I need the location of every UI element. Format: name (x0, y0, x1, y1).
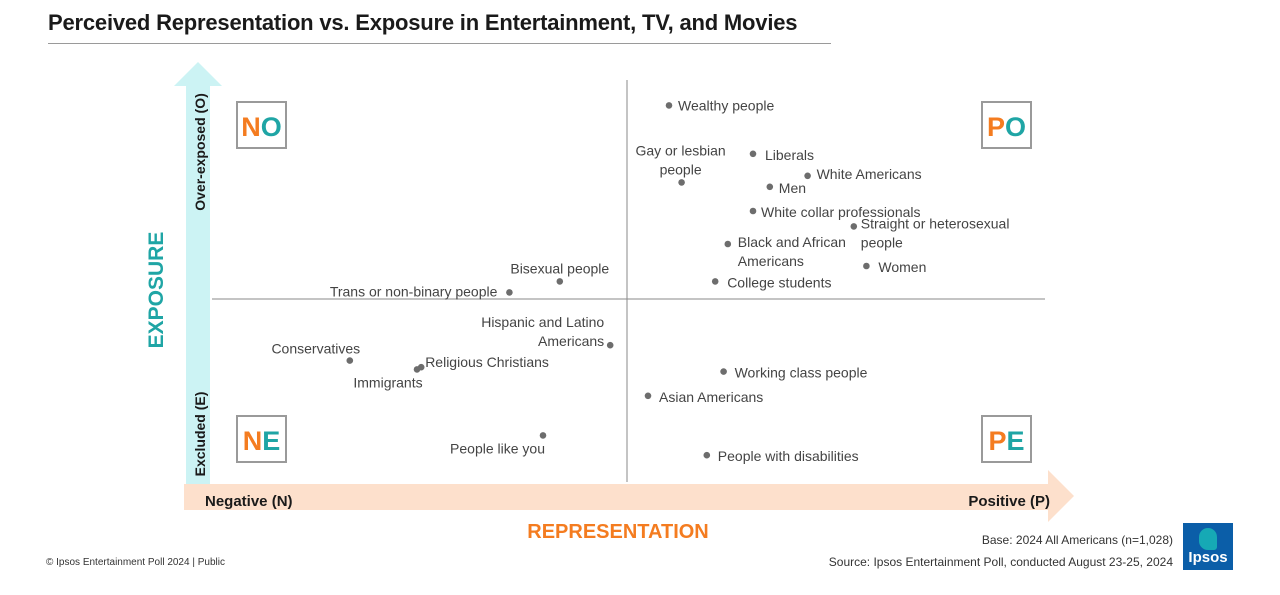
label-conservatives: Conservatives (271, 341, 360, 357)
point-people-like-you (539, 432, 547, 439)
label-college-students: College students (727, 274, 831, 290)
x-axis-title: REPRESENTATION (527, 521, 709, 543)
label-wealthy-people: Wealthy people (678, 97, 774, 113)
point-bisexual-people (556, 278, 564, 285)
point-men (766, 183, 774, 191)
data-points: Wealthy people Gay or lesbian people Libera… (271, 97, 1009, 464)
label-gay-or-lesbian-people: Gay or lesbian people (635, 142, 725, 177)
ipsos-logo: Ipsos (1183, 523, 1233, 570)
title-divider (48, 43, 831, 44)
svg-text:PO: PO (987, 112, 1026, 142)
label-immigrants: Immigrants (353, 374, 422, 390)
chart-title: Perceived Representation vs. Exposure in… (48, 10, 798, 35)
point-black-and-african-americans (724, 240, 732, 248)
label-women: Women (878, 259, 926, 275)
x-axis-high-label: Positive (P) (968, 493, 1050, 510)
y-axis-low-label: Excluded (E) (192, 392, 208, 477)
x-axis-low-label: Negative (N) (205, 493, 293, 510)
point-hispanic-and-latino-americans (606, 341, 614, 349)
point-trans-or-non-binary-people (506, 289, 513, 296)
point-white-collar-professionals (749, 207, 757, 215)
quadrant-badge-ne: NE (236, 415, 287, 463)
quadrant-badges: NO PO NE PE (236, 101, 1032, 463)
quadrant-badge-pe: PE (981, 415, 1032, 463)
representation-axis-arrow (184, 470, 1074, 522)
source-note: Source: Ipsos Entertainment Poll, conduc… (828, 555, 1173, 569)
point-white-americans (804, 172, 811, 180)
point-immigrants (413, 366, 421, 373)
label-men: Men (779, 180, 806, 196)
svg-text:PE: PE (988, 426, 1024, 456)
label-bisexual-people: Bisexual people (510, 260, 609, 276)
point-wealthy-people (665, 102, 673, 109)
label-liberals: Liberals (765, 147, 814, 163)
svg-text:NO: NO (241, 112, 282, 142)
label-asian-americans: Asian Americans (659, 389, 763, 405)
label-white-americans: White Americans (817, 166, 922, 182)
label-black-and-african-americans: Black and African Americans (738, 234, 846, 269)
label-working-class-people: Working class people (735, 365, 868, 381)
y-axis-title: EXPOSURE (145, 232, 168, 349)
svg-text:NE: NE (243, 426, 281, 456)
point-gay-or-lesbian-people (678, 179, 685, 186)
y-axis-high-label: Over-exposed (O) (192, 93, 208, 210)
point-working-class-people (720, 368, 727, 375)
point-college-students (711, 278, 719, 285)
label-people-with-disabilities: People with disabilities (718, 448, 859, 464)
copyright-note: © Ipsos Entertainment Poll 2024 | Public (46, 557, 225, 568)
point-conservatives (346, 357, 354, 364)
base-note: Base: 2024 All Americans (n=1,028) (981, 533, 1173, 547)
label-white-collar-professionals: White collar professionals (761, 204, 921, 220)
label-people-like-you: People like you (450, 440, 545, 456)
point-women (863, 262, 870, 270)
quadrant-badge-no: NO (236, 101, 287, 149)
point-asian-americans (644, 392, 652, 400)
quadrant-badge-po: PO (981, 101, 1032, 149)
logo-mark-icon (1199, 528, 1217, 550)
exposure-axis-arrow (174, 62, 222, 488)
logo-text: Ipsos (1188, 549, 1228, 566)
point-people-with-disabilities (703, 451, 711, 459)
point-liberals (749, 150, 757, 158)
point-straight-or-heterosexual-people (850, 223, 858, 230)
label-religious-christians: Religious Christians (425, 354, 549, 370)
label-trans-or-non-binary-people: Trans or non-binary people (330, 283, 498, 299)
label-hispanic-and-latino-americans: Hispanic and Latino Americans (481, 314, 604, 349)
label-straight-or-heterosexual-people: Straight or heterosexual people (861, 215, 1010, 250)
